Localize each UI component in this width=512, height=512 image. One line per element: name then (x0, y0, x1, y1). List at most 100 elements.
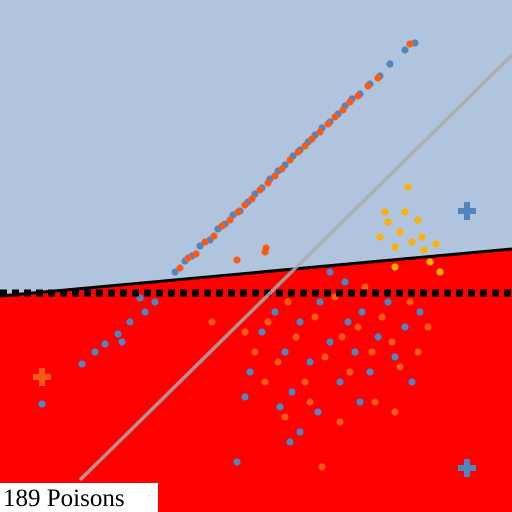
point (426, 258, 434, 266)
point (408, 378, 416, 386)
decision-boundary (0, 247, 512, 298)
point (391, 408, 399, 416)
point (366, 368, 374, 376)
reference-line (78, 53, 512, 482)
point (401, 208, 409, 216)
point (286, 156, 294, 164)
point (126, 318, 134, 326)
point (404, 183, 412, 191)
point (78, 360, 86, 368)
point (384, 218, 392, 226)
point (151, 298, 159, 306)
point (118, 338, 126, 346)
point (388, 338, 396, 346)
point (251, 348, 259, 356)
point (436, 268, 444, 276)
point (176, 264, 184, 272)
point (416, 308, 424, 316)
point (256, 186, 264, 194)
point (318, 463, 326, 471)
point (408, 238, 416, 246)
point (354, 323, 362, 331)
point (210, 232, 218, 240)
point (192, 250, 200, 258)
point (281, 348, 289, 356)
point (336, 378, 344, 386)
point (361, 283, 369, 291)
point (356, 398, 364, 406)
point (401, 323, 409, 331)
point (234, 208, 242, 216)
point (288, 388, 296, 396)
label-box (0, 483, 158, 512)
point (294, 148, 302, 156)
point (396, 228, 404, 236)
point (284, 298, 292, 306)
point (38, 400, 46, 408)
point (346, 368, 354, 376)
point (364, 82, 372, 90)
point (208, 318, 216, 326)
point (91, 348, 99, 356)
point (354, 92, 362, 100)
point (184, 254, 192, 262)
point (274, 358, 282, 366)
point (218, 222, 226, 230)
point (301, 378, 309, 386)
point (368, 348, 376, 356)
point (331, 113, 339, 121)
point (316, 128, 324, 136)
point (241, 328, 249, 336)
point (171, 268, 179, 276)
point (358, 308, 366, 316)
point (261, 248, 269, 256)
point (264, 179, 272, 187)
point (241, 201, 249, 209)
point (341, 278, 349, 286)
point (406, 40, 414, 48)
plus-marker (458, 202, 476, 220)
poison-count: 189 Poisons (3, 485, 125, 512)
point (391, 353, 399, 361)
plus-marker (33, 368, 51, 386)
point (301, 142, 309, 150)
point (432, 240, 440, 248)
point (326, 268, 334, 276)
point (241, 393, 249, 401)
point (374, 333, 382, 341)
point (424, 323, 432, 331)
point (271, 308, 279, 316)
point (306, 358, 314, 366)
plus-marker (458, 459, 476, 477)
point (346, 98, 354, 106)
point (381, 208, 389, 216)
point (306, 398, 314, 406)
point (344, 318, 352, 326)
point (261, 378, 269, 386)
point (278, 165, 286, 173)
point (201, 238, 209, 246)
point (258, 328, 266, 336)
region-above (0, 0, 512, 296)
point (292, 333, 300, 341)
point (414, 348, 422, 356)
point (406, 298, 414, 306)
point (338, 333, 346, 341)
point (418, 233, 426, 241)
point (378, 313, 386, 321)
point (321, 353, 329, 361)
point (396, 363, 404, 371)
point (391, 263, 399, 271)
point (248, 195, 256, 203)
point (326, 338, 334, 346)
point (414, 216, 422, 224)
point (376, 233, 384, 241)
point (339, 106, 347, 114)
point (391, 243, 399, 251)
point (374, 74, 382, 82)
point (264, 318, 272, 326)
point (196, 242, 204, 250)
point (384, 298, 392, 306)
point (296, 428, 304, 436)
